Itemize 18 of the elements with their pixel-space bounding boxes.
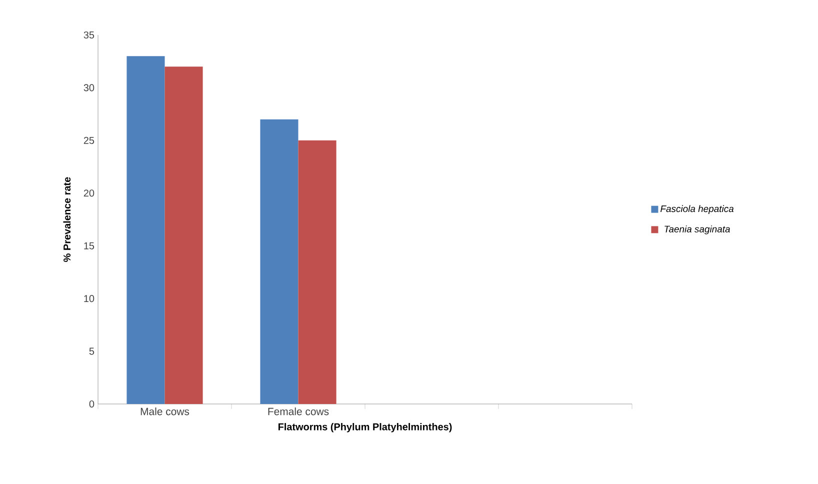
y-tick-label: 25 (84, 136, 94, 144)
legend-label: Fasciola hepatica (660, 205, 734, 214)
y-tick-label: 10 (84, 295, 94, 302)
bar (164, 66, 203, 404)
x-axis-title: Flatworms (Phylum Platyhelminthes) (278, 423, 452, 432)
x-tick-label: Female cows (268, 408, 329, 416)
y-tick-label: 15 (84, 242, 94, 250)
bar (260, 119, 298, 404)
y-tick-label: 20 (84, 190, 94, 197)
bar (298, 140, 336, 404)
x-tick-label: Male cows (140, 408, 190, 416)
y-tick-label: 0 (89, 400, 94, 408)
y-tick-label: 5 (89, 348, 94, 355)
y-tick-label: 35 (84, 31, 94, 39)
y-axis-title: % Prevalence rate (63, 177, 71, 262)
bar (126, 56, 165, 404)
y-tick-label: 30 (84, 84, 94, 92)
legend-label: Taenia saginata (664, 225, 730, 234)
